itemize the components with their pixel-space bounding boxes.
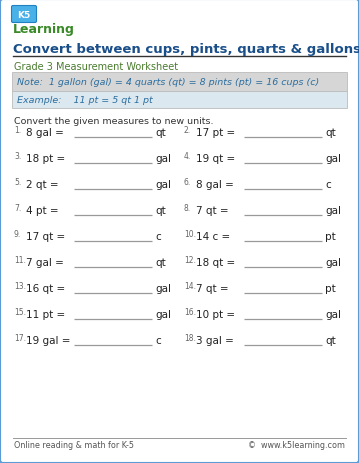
Text: pt: pt bbox=[325, 283, 336, 294]
Text: Grade 3 Measurement Worksheet: Grade 3 Measurement Worksheet bbox=[14, 62, 178, 72]
Text: gal: gal bbox=[155, 309, 171, 319]
Text: 8.: 8. bbox=[184, 204, 191, 213]
Text: 12.: 12. bbox=[184, 256, 196, 265]
Text: qt: qt bbox=[155, 206, 166, 216]
Text: gal: gal bbox=[325, 309, 341, 319]
Text: Note:  1 gallon (gal) = 4 quarts (qt) = 8 pints (pt) = 16 cups (c): Note: 1 gallon (gal) = 4 quarts (qt) = 8… bbox=[17, 78, 319, 87]
Text: gal: gal bbox=[155, 283, 171, 294]
Text: 17.: 17. bbox=[14, 334, 26, 343]
Text: c: c bbox=[325, 180, 331, 189]
Text: 7 gal =: 7 gal = bbox=[26, 257, 64, 268]
Text: 7 qt =: 7 qt = bbox=[196, 283, 229, 294]
Text: pt: pt bbox=[325, 232, 336, 242]
Text: gal: gal bbox=[155, 154, 171, 163]
Text: 17 pt =: 17 pt = bbox=[196, 128, 235, 138]
Text: 5.: 5. bbox=[14, 178, 21, 187]
Text: ©  www.k5learning.com: © www.k5learning.com bbox=[248, 441, 345, 450]
Text: c: c bbox=[155, 335, 161, 345]
Text: Example:    11 pt = 5 qt 1 pt: Example: 11 pt = 5 qt 1 pt bbox=[17, 96, 153, 105]
Text: 7.: 7. bbox=[14, 204, 21, 213]
Text: gal: gal bbox=[155, 180, 171, 189]
Text: 3.: 3. bbox=[14, 152, 21, 161]
Text: 14.: 14. bbox=[184, 282, 196, 291]
Text: Convert the given measures to new units.: Convert the given measures to new units. bbox=[14, 116, 214, 125]
Text: qt: qt bbox=[155, 128, 166, 138]
Text: 6.: 6. bbox=[184, 178, 191, 187]
Bar bbox=[12, 73, 347, 92]
Text: 2.: 2. bbox=[184, 126, 191, 135]
Text: c: c bbox=[155, 232, 161, 242]
Text: 18 qt =: 18 qt = bbox=[196, 257, 235, 268]
Text: gal: gal bbox=[325, 154, 341, 163]
Text: 17 qt =: 17 qt = bbox=[26, 232, 65, 242]
Text: Online reading & math for K-5: Online reading & math for K-5 bbox=[14, 441, 134, 450]
Text: 11.: 11. bbox=[14, 256, 26, 265]
Text: 16.: 16. bbox=[184, 308, 196, 317]
Text: K5: K5 bbox=[17, 11, 31, 20]
Text: 14 c =: 14 c = bbox=[196, 232, 230, 242]
Text: qt: qt bbox=[155, 257, 166, 268]
Text: 18 pt =: 18 pt = bbox=[26, 154, 65, 163]
Text: Convert between cups, pints, quarts & gallons: Convert between cups, pints, quarts & ga… bbox=[13, 44, 359, 56]
Text: 19 gal =: 19 gal = bbox=[26, 335, 70, 345]
Text: 10 pt =: 10 pt = bbox=[196, 309, 235, 319]
Text: 15.: 15. bbox=[14, 308, 26, 317]
Text: qt: qt bbox=[325, 128, 336, 138]
Text: 7 qt =: 7 qt = bbox=[196, 206, 229, 216]
Text: qt: qt bbox=[325, 335, 336, 345]
Text: gal: gal bbox=[325, 257, 341, 268]
Text: 11 pt =: 11 pt = bbox=[26, 309, 65, 319]
Text: 8 gal =: 8 gal = bbox=[196, 180, 234, 189]
Text: 3 gal =: 3 gal = bbox=[196, 335, 234, 345]
Text: 2 qt =: 2 qt = bbox=[26, 180, 59, 189]
Bar bbox=[12, 92, 347, 109]
Text: gal: gal bbox=[325, 206, 341, 216]
Text: Learning: Learning bbox=[13, 24, 75, 37]
Text: 18.: 18. bbox=[184, 334, 196, 343]
Text: 13.: 13. bbox=[14, 282, 26, 291]
Text: 4 pt =: 4 pt = bbox=[26, 206, 59, 216]
Text: 19 qt =: 19 qt = bbox=[196, 154, 235, 163]
Text: 16 qt =: 16 qt = bbox=[26, 283, 65, 294]
Text: 10.: 10. bbox=[184, 230, 196, 239]
Text: 4.: 4. bbox=[184, 152, 191, 161]
FancyBboxPatch shape bbox=[11, 6, 37, 24]
Text: 8 gal =: 8 gal = bbox=[26, 128, 64, 138]
Text: 9.: 9. bbox=[14, 230, 21, 239]
Text: 1.: 1. bbox=[14, 126, 21, 135]
